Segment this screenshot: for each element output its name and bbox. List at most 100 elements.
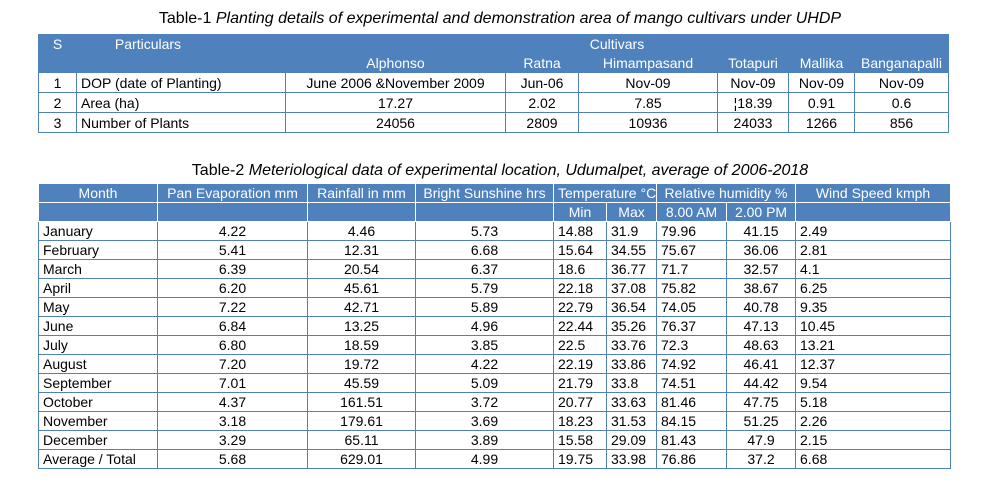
temp-max-cell: 33.86 <box>605 354 658 374</box>
rh-am-cell: 74.51 <box>656 373 728 393</box>
planting-details-table: S Particulars Cultivars Alphonso Ratna H… <box>38 34 949 133</box>
temp-min-cell: 15.64 <box>553 240 607 260</box>
wind-speed-cell: 2.49 <box>795 221 952 241</box>
month-cell: August <box>38 354 158 374</box>
table2-caption-prefix: Table-2 <box>191 162 245 179</box>
temp-min-header: Min <box>553 202 607 222</box>
table-row: June 6.84 13.25 4.96 22.44 35.26 76.37 47.13 10.… <box>38 316 952 336</box>
value-cell: 2809 <box>505 112 579 133</box>
table-row: November 3.18 179.61 3.69 18.23 31.53 84.15 51.… <box>38 411 952 431</box>
rh-pm-header: 2.00 PM <box>726 202 797 222</box>
wind-speed-cell: 6.25 <box>795 278 952 298</box>
rh-pm-cell: 37.2 <box>726 449 797 469</box>
wind-speed-cell: 2.26 <box>795 411 952 431</box>
wind-speed-cell: 5.18 <box>795 392 952 412</box>
table2-caption: Table-2 Meteriological data of experimen… <box>0 161 1000 181</box>
temp-max-cell: 33.8 <box>605 373 658 393</box>
rh-pm-cell: 51.25 <box>726 411 797 431</box>
rh-pm-cell: 40.78 <box>726 297 797 317</box>
rh-am-cell: 79.96 <box>656 221 728 241</box>
table1-caption-prefix: Table-1 <box>158 10 212 27</box>
wind-speed-cell: 9.54 <box>795 373 952 393</box>
month-cell: April <box>38 278 158 298</box>
sunshine-cell: 5.89 <box>415 297 554 317</box>
value-cell: 856 <box>854 112 949 133</box>
table2-header-row: Month Pan Evaporation mm Rainfall in mm … <box>38 183 952 203</box>
rainfall-cell: 161.51 <box>307 392 416 412</box>
rh-am-cell: 81.46 <box>656 392 728 412</box>
wind-speed-cell: 4.1 <box>795 259 952 279</box>
rh-pm-cell: 44.42 <box>726 373 797 393</box>
table-row: September 7.01 45.59 5.09 21.79 33.8 74.51 44.4… <box>38 373 952 393</box>
temp-max-cell: 35.26 <box>605 316 658 336</box>
particular-cell: Area (ha) <box>76 92 286 113</box>
rh-am-cell: 71.7 <box>656 259 728 279</box>
cultivar-header: Himampasand <box>578 53 718 73</box>
month-cell: Average / Total <box>38 449 158 469</box>
pan-evaporation-cell: 7.20 <box>157 354 308 374</box>
month-cell: June <box>38 316 158 336</box>
table-row: December 3.29 65.11 3.89 15.58 29.09 81.43 47.9… <box>38 430 952 450</box>
value-cell: Nov-09 <box>578 72 718 93</box>
pan-evaporation-cell: 6.20 <box>157 278 308 298</box>
pan-evaporation-cell: 5.68 <box>157 449 308 469</box>
temp-min-cell: 22.18 <box>553 278 607 298</box>
pan-evaporation-cell: 3.29 <box>157 430 308 450</box>
rh-am-header: 8.00 AM <box>656 202 728 222</box>
value-cell: 2.02 <box>505 92 579 113</box>
table-row: January 4.22 4.46 5.73 14.88 31.9 79.96 41.15 2.… <box>38 221 952 241</box>
rainfall-cell: 20.54 <box>307 259 416 279</box>
meteorological-table: Month Pan Evaporation mm Rainfall in mm … <box>38 183 952 469</box>
sunshine-cell: 3.89 <box>415 430 554 450</box>
value-cell: 0.6 <box>854 92 949 113</box>
rh-am-cell: 81.43 <box>656 430 728 450</box>
wind-speed-cell: 2.81 <box>795 240 952 260</box>
temp-max-cell: 37.08 <box>605 278 658 298</box>
sunshine-cell: 3.85 <box>415 335 554 355</box>
rh-am-cell: 74.05 <box>656 297 728 317</box>
value-cell: 17.27 <box>285 92 506 113</box>
temp-max-header: Max <box>605 202 658 222</box>
rh-pm-cell: 48.63 <box>726 335 797 355</box>
sunshine-cell: 5.79 <box>415 278 554 298</box>
table2-caption-title: Meteriological data of experimental loca… <box>248 162 809 179</box>
wind-speed-cell: 13.21 <box>795 335 952 355</box>
rh-am-cell: 75.82 <box>656 278 728 298</box>
pan-evaporation-cell: 5.41 <box>157 240 308 260</box>
rh-pm-cell: 46.41 <box>726 354 797 374</box>
rainfall-cell: 65.11 <box>307 430 416 450</box>
month-cell: July <box>38 335 158 355</box>
particular-cell: Number of Plants <box>76 112 286 133</box>
table2-subheader-row: Min Max 8.00 AM 2.00 PM <box>38 202 952 222</box>
rh-am-cell: 76.86 <box>656 449 728 469</box>
rh-am-cell: 74.92 <box>656 354 728 374</box>
rh-pm-cell: 38.67 <box>726 278 797 298</box>
rh-pm-cell: 32.57 <box>726 259 797 279</box>
rainfall-cell: 179.61 <box>307 411 416 431</box>
temp-max-cell: 36.54 <box>605 297 658 317</box>
temp-max-cell: 31.53 <box>605 411 658 431</box>
value-cell: 24056 <box>285 112 506 133</box>
rh-pm-cell: 41.15 <box>726 221 797 241</box>
header-blank-cell <box>307 202 416 222</box>
pan-evaporation-cell: 6.39 <box>157 259 308 279</box>
rainfall-cell: 4.46 <box>307 221 416 241</box>
particular-cell: DOP (date of Planting) <box>76 72 286 93</box>
value-cell: Jun-06 <box>505 72 579 93</box>
month-cell: December <box>38 430 158 450</box>
value-cell: Nov-09 <box>788 72 855 93</box>
rh-am-cell: 76.37 <box>656 316 728 336</box>
table-row: Average / Total 5.68 629.01 4.99 19.75 33.98 7… <box>38 449 952 469</box>
temp-min-cell: 22.5 <box>553 335 607 355</box>
month-cell: November <box>38 411 158 431</box>
month-cell: May <box>38 297 158 317</box>
value-cell: 10936 <box>578 112 718 133</box>
pan-evaporation-cell: 7.01 <box>157 373 308 393</box>
wind-header: Wind Speed kmph <box>795 183 952 203</box>
cultivar-header: Alphonso <box>285 53 506 73</box>
temp-max-cell: 31.9 <box>605 221 658 241</box>
table-row: 3 Number of Plants 24056 2809 10936 2403… <box>38 112 949 133</box>
value-cell: Nov-09 <box>717 72 789 93</box>
month-cell: October <box>38 392 158 412</box>
value-cell: ¦18.39 <box>717 92 789 113</box>
